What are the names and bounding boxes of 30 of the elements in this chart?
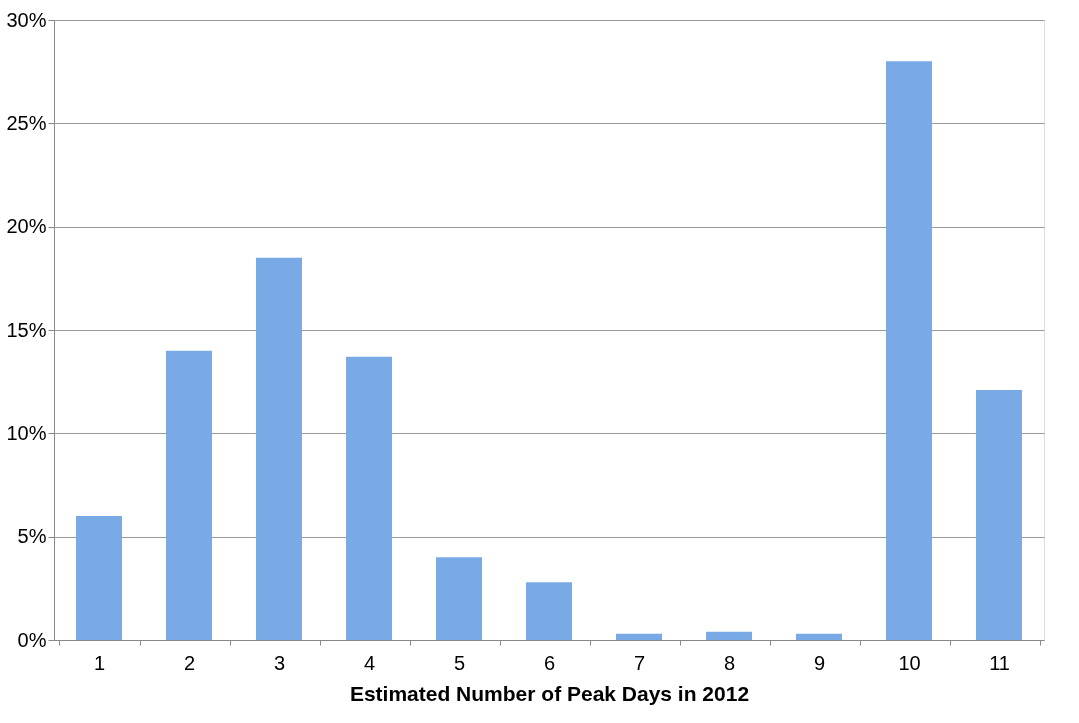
y-tick-label: 15% bbox=[6, 318, 47, 341]
x-tick-label: 8 bbox=[723, 651, 736, 674]
x-tick-label: 7 bbox=[633, 651, 646, 674]
x-tick-label: 4 bbox=[363, 651, 376, 674]
y-tick-label: 0% bbox=[17, 628, 47, 651]
x-tick-label: 11 bbox=[989, 651, 1010, 674]
x-tick-label: 5 bbox=[453, 651, 466, 674]
x-axis-title: Estimated Number of Peak Days in 2012 bbox=[349, 681, 750, 705]
bar bbox=[526, 582, 572, 640]
bar bbox=[346, 356, 392, 640]
y-tick-label: 5% bbox=[17, 525, 47, 548]
y-tick-label: 30% bbox=[6, 8, 47, 31]
bar bbox=[706, 631, 752, 640]
bar bbox=[796, 633, 842, 640]
x-tick-label: 9 bbox=[813, 651, 826, 674]
bar bbox=[256, 257, 302, 640]
x-tick-label: 2 bbox=[183, 651, 196, 674]
x-tick-label: 6 bbox=[543, 651, 556, 674]
x-tick-label: 10 bbox=[898, 651, 921, 674]
bar bbox=[76, 516, 122, 640]
y-tick-label: 20% bbox=[6, 215, 47, 238]
x-tick-label: 1 bbox=[93, 651, 106, 674]
bar bbox=[976, 389, 1022, 640]
x-tick-label: 3 bbox=[273, 651, 286, 674]
bar bbox=[166, 350, 212, 640]
bar bbox=[436, 557, 482, 640]
bar bbox=[886, 61, 932, 640]
bar bbox=[616, 633, 662, 640]
y-tick-label: 10% bbox=[6, 421, 47, 444]
y-tick-label: 25% bbox=[6, 111, 47, 134]
